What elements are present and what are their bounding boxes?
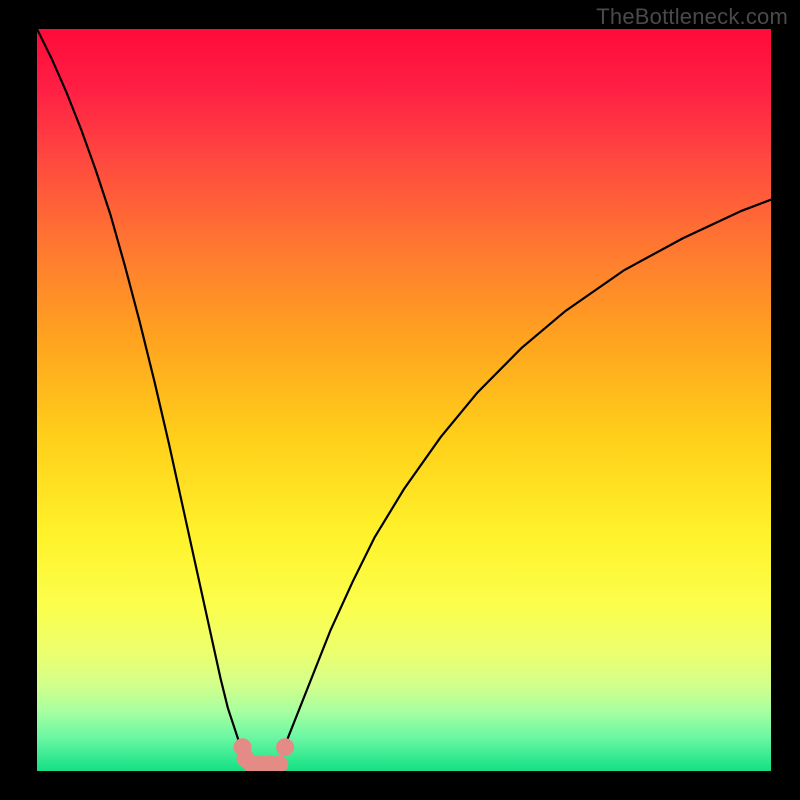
data-marker — [271, 756, 288, 771]
watermark-text: TheBottleneck.com — [596, 4, 788, 30]
curve-left — [37, 29, 241, 746]
chart-svg — [37, 29, 771, 771]
curve-right — [284, 200, 771, 746]
plot-area — [37, 29, 771, 771]
data-marker — [277, 739, 294, 756]
figure-canvas: TheBottleneck.com — [0, 0, 800, 800]
marker-group — [234, 739, 294, 771]
